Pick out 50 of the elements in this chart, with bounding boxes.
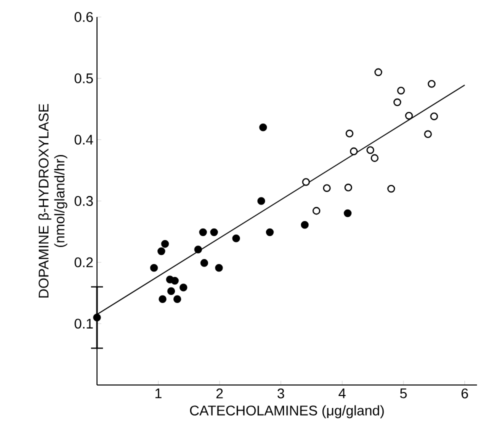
x-tick-label: 3 [278, 388, 284, 398]
x-tick-label: 2 [216, 388, 223, 398]
point [93, 314, 101, 322]
point [173, 295, 182, 304]
point [374, 68, 382, 76]
point [232, 234, 240, 242]
y-tick-label: 0.2 [74, 257, 93, 268]
point [200, 259, 208, 267]
x-tick-label: 5 [400, 388, 407, 398]
point [150, 264, 158, 272]
point [170, 276, 179, 285]
point [158, 295, 166, 304]
point [366, 146, 374, 154]
y-tick-label: 0.6 [74, 12, 93, 22]
point [167, 287, 176, 296]
point [300, 221, 309, 229]
point [405, 112, 413, 120]
point [424, 130, 432, 138]
x-axis-title: CATECHOLAMINES (μg/gland) [190, 405, 384, 418]
x-tick-label: 6 [462, 388, 468, 398]
point [346, 130, 354, 138]
y-tick-label: 0.5 [74, 73, 93, 84]
point [199, 228, 207, 236]
point [430, 112, 438, 120]
y-tick-label: 0.4 [74, 134, 94, 145]
point [393, 98, 402, 106]
point [370, 154, 379, 162]
point [157, 247, 166, 256]
y-axis-title: DOPAMINE β-HYDROXYLASE (nmol/gland/hr) [38, 104, 68, 298]
x-tick-label: 4 [338, 388, 346, 398]
point [387, 184, 396, 193]
x-tick-label: 1 [155, 388, 162, 398]
point [215, 264, 223, 272]
point [428, 80, 436, 88]
point [397, 86, 405, 94]
point [312, 206, 320, 215]
point [210, 228, 218, 236]
point [194, 246, 202, 254]
point [344, 184, 352, 192]
y-tick-label: 0.3 [74, 196, 93, 206]
point [302, 178, 310, 186]
point [350, 147, 358, 156]
point [259, 124, 267, 132]
point [266, 228, 274, 236]
point [161, 240, 169, 248]
point [344, 209, 352, 218]
point [180, 284, 188, 292]
point [322, 184, 331, 192]
y-tick-label: 0.1 [74, 318, 93, 329]
point [257, 197, 266, 205]
